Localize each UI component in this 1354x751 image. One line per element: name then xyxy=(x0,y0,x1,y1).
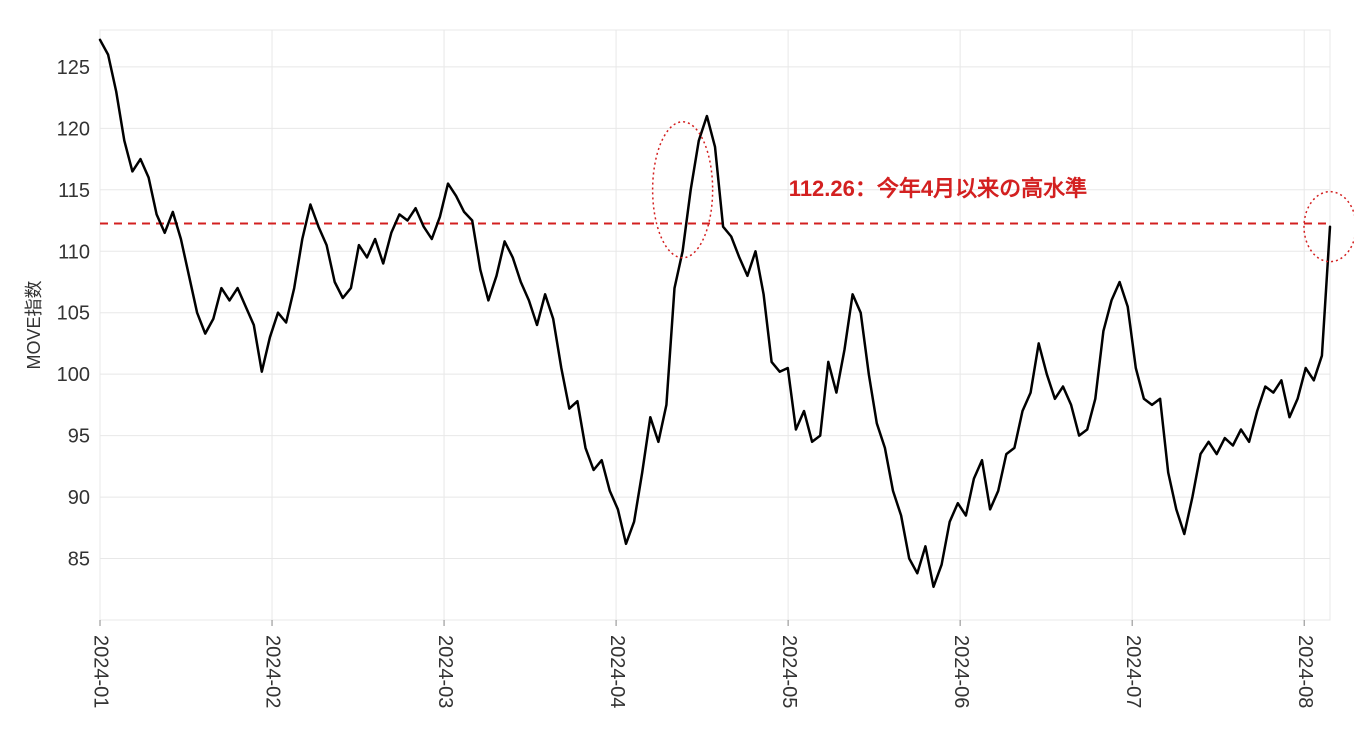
x-tick-group: 2024-01 xyxy=(90,635,112,708)
y-tick-label: 115 xyxy=(58,180,90,202)
chart-svg: 112.26：今年4月以来の高水準 85 90 95 100 105 110 115 120 12… xyxy=(0,0,1354,751)
x-tick-group: 2024-08 xyxy=(1294,635,1316,708)
chart-bg xyxy=(0,0,1354,751)
x-tick-label: 2024-08 xyxy=(1294,635,1316,708)
x-tick-group: 2024-05 xyxy=(778,635,800,708)
y-tick-label: 90 xyxy=(68,487,90,509)
x-tick-label: 2024-05 xyxy=(778,635,800,708)
x-tick-label: 2024-07 xyxy=(1122,635,1144,708)
y-tick-label: 105 xyxy=(57,303,90,325)
x-tick-group: 2024-02 xyxy=(262,635,284,708)
y-axis-label: MOVE指数 xyxy=(24,280,44,369)
y-tick-label: 120 xyxy=(57,118,90,140)
x-tick-group: 2024-07 xyxy=(1122,635,1144,708)
annotation-text: 112.26：今年4月以来の高水準 xyxy=(789,176,1087,201)
y-tick-label: 85 xyxy=(68,549,90,571)
y-tick-label: 95 xyxy=(68,426,90,448)
x-tick-group: 2024-04 xyxy=(606,635,628,708)
x-tick-label: 2024-02 xyxy=(262,635,284,708)
y-tick-label: 100 xyxy=(57,364,90,386)
x-tick-label: 2024-01 xyxy=(90,635,112,708)
x-tick-group: 2024-06 xyxy=(950,635,972,708)
move-index-chart: 112.26：今年4月以来の高水準 85 90 95 100 105 110 115 120 12… xyxy=(0,0,1354,751)
x-tick-label: 2024-04 xyxy=(606,635,628,708)
x-tick-group: 2024-03 xyxy=(434,635,456,708)
y-tick-label: 110 xyxy=(58,241,90,263)
y-tick-label: 125 xyxy=(57,57,90,79)
x-tick-label: 2024-03 xyxy=(434,635,456,708)
x-tick-label: 2024-06 xyxy=(950,635,972,708)
